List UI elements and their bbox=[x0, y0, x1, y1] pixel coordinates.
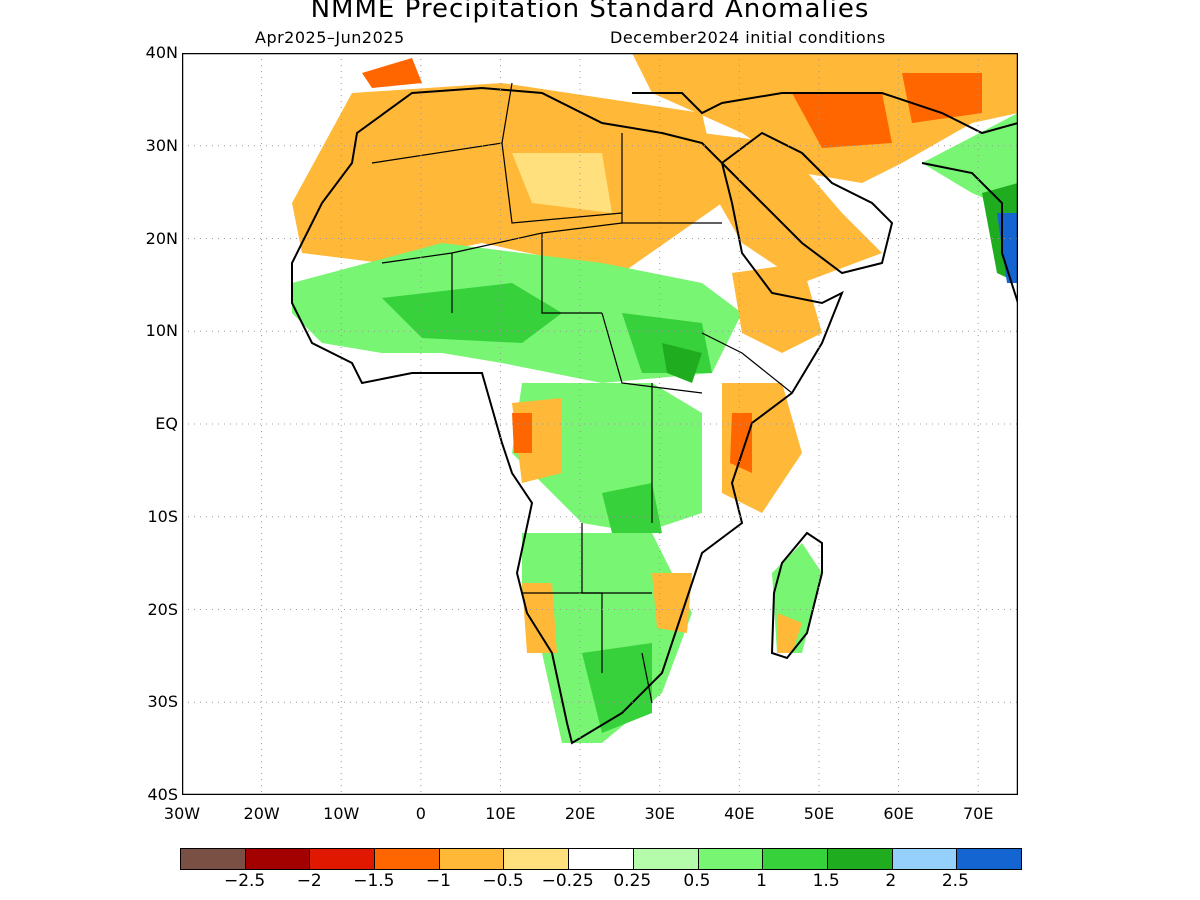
lon-label: 30E bbox=[644, 804, 675, 823]
colorbar-swatch bbox=[310, 849, 376, 869]
lat-label: 20S bbox=[147, 599, 178, 619]
lat-label: EQ bbox=[155, 414, 178, 433]
lat-label: 10S bbox=[147, 506, 178, 526]
lon-label: 30W bbox=[163, 804, 201, 823]
colorbar-label: −1.5 bbox=[353, 871, 395, 891]
colorbar-swatch bbox=[763, 849, 828, 869]
colorbar-label: −2.5 bbox=[223, 871, 266, 891]
lon-label: 60E bbox=[883, 804, 914, 823]
lat-label: 20N bbox=[145, 228, 178, 248]
lat-label: 40S bbox=[147, 785, 178, 804]
coastlines bbox=[291, 86, 1018, 745]
country-borders bbox=[371, 82, 793, 704]
lat-label: 30N bbox=[145, 135, 178, 155]
lon-label: 10E bbox=[485, 804, 516, 823]
plot-frame bbox=[182, 53, 1018, 795]
anomaly-fills bbox=[292, 53, 1018, 743]
anomaly-map bbox=[182, 53, 1018, 795]
forecast-period: Apr2025–Jun2025 bbox=[255, 28, 405, 47]
graticule bbox=[182, 53, 1018, 795]
lon-label: 0 bbox=[415, 804, 426, 823]
colorbar-swatch bbox=[375, 849, 440, 869]
colorbar-label: −1 bbox=[425, 871, 451, 891]
lon-label: 20E bbox=[564, 804, 596, 823]
colorbar-label: 1 bbox=[756, 871, 767, 891]
colorbar-label: −0.5 bbox=[482, 871, 524, 891]
colorbar-label: −2 bbox=[296, 871, 322, 891]
lon-label: 50E bbox=[803, 804, 835, 823]
colorbar-swatch bbox=[439, 849, 505, 869]
madagascar-coastline bbox=[770, 531, 823, 660]
lat-label: 40N bbox=[145, 43, 178, 62]
colorbar-label: 0.5 bbox=[683, 871, 711, 891]
colorbar-label: 2 bbox=[885, 871, 897, 891]
colorbar-swatch bbox=[892, 849, 958, 869]
lat-label: 10N bbox=[145, 321, 178, 341]
colorbar-swatch bbox=[633, 849, 699, 869]
colorbar-label: 0.25 bbox=[613, 871, 652, 891]
colorbar-swatch bbox=[698, 849, 764, 869]
colorbar bbox=[180, 848, 1022, 870]
colorbar-swatch bbox=[569, 849, 634, 869]
colorbar-swatch bbox=[957, 849, 1021, 869]
lon-label: 20W bbox=[243, 804, 280, 823]
lon-label: 40E bbox=[724, 804, 755, 823]
lat-label: 30S bbox=[147, 692, 178, 712]
arabia-coastline bbox=[720, 131, 894, 275]
colorbar-label: 2.5 bbox=[941, 871, 969, 891]
region-india bbox=[922, 113, 1018, 213]
colorbar-swatch bbox=[245, 849, 311, 869]
map-plot-area bbox=[182, 53, 1018, 795]
lon-label: 10W bbox=[323, 804, 360, 823]
colorbar-label: −0.25 bbox=[541, 871, 594, 891]
colorbar-swatch bbox=[504, 849, 570, 869]
lon-label: 70E bbox=[962, 804, 994, 823]
colorbar-swatch bbox=[181, 849, 246, 869]
chart-title: NMME Precipitation Standard Anomalies bbox=[310, 0, 870, 24]
colorbar-label: 1.5 bbox=[812, 871, 840, 891]
colorbar-swatch bbox=[827, 849, 893, 869]
region-sahara bbox=[292, 83, 722, 273]
africa-coastline bbox=[291, 86, 844, 745]
initial-conditions: December2024 initial conditions bbox=[610, 28, 886, 47]
